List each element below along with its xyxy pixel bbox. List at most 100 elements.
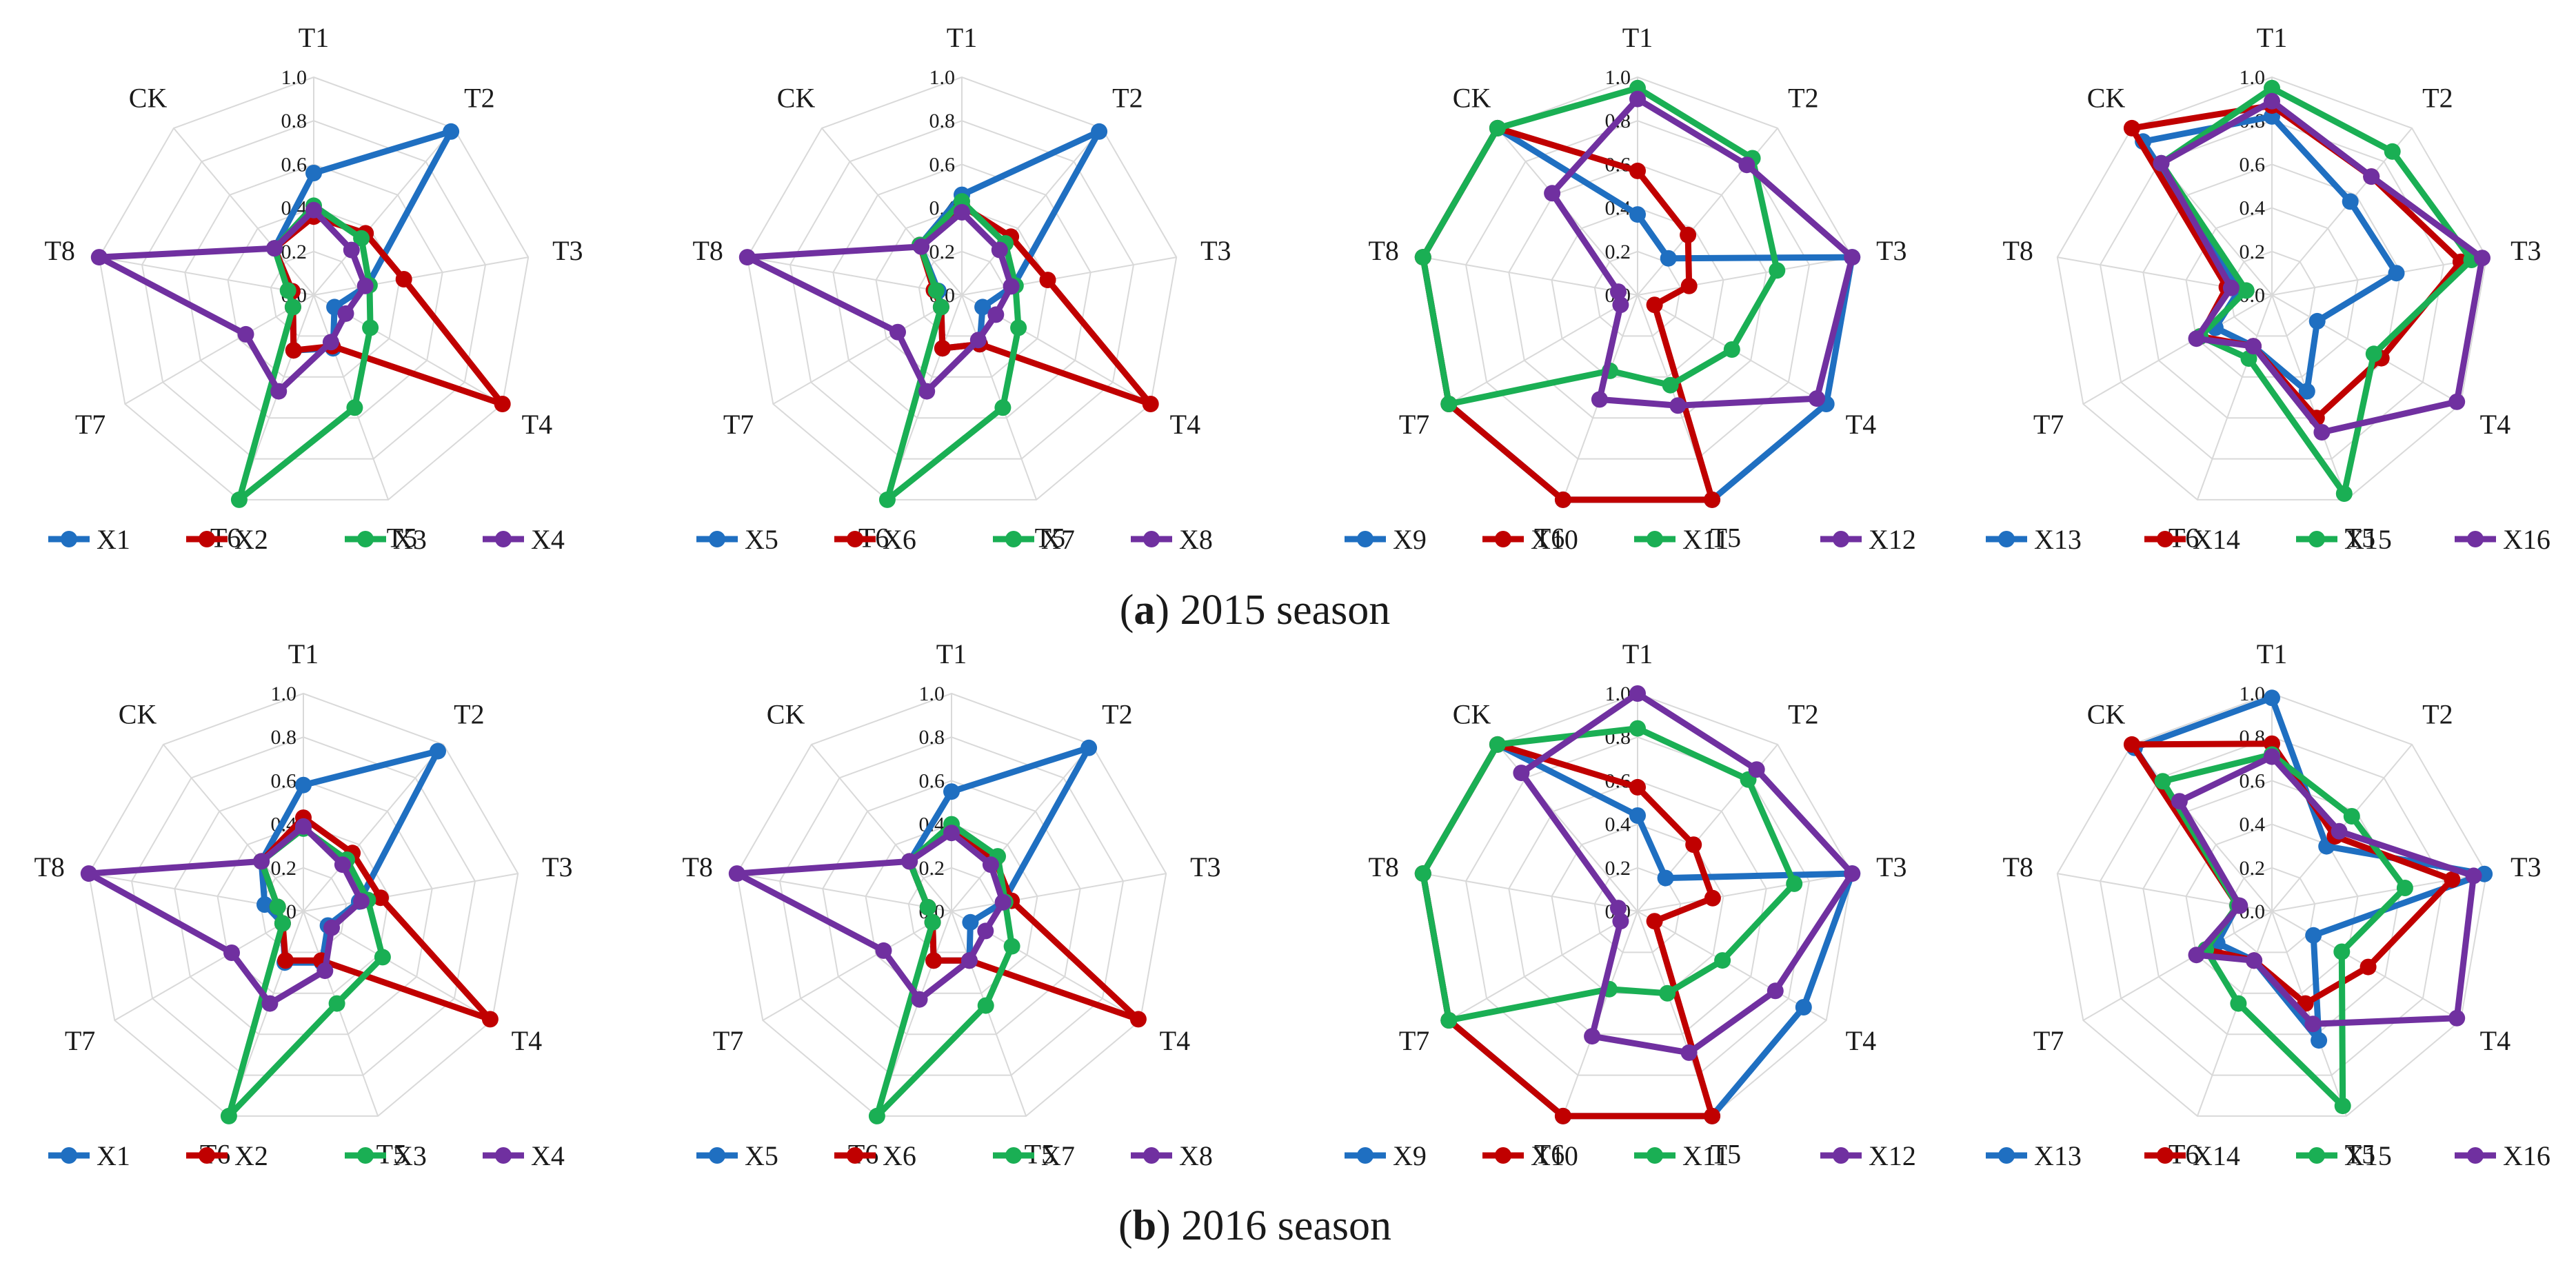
legend-label: X2: [234, 524, 268, 555]
grid-ring: [2185, 207, 2359, 378]
legend-item-X3: X3: [345, 1140, 427, 1171]
series-X12-point: [1767, 982, 1784, 1000]
legend-swatch-marker: [1833, 531, 1849, 547]
series-X3-point: [220, 1107, 237, 1124]
legend-item-X8: X8: [1131, 1140, 1213, 1171]
series-X8-point: [728, 865, 745, 882]
series-X12-line: [1518, 690, 1855, 1056]
axis-spoke: [1422, 873, 1638, 912]
series-X9-point: [1795, 999, 1812, 1016]
series-X4-line: [96, 207, 369, 395]
legend-item-X12: X12: [1820, 1140, 1916, 1171]
legend-item-X16: X16: [2455, 524, 2550, 555]
legend-label: X13: [2034, 1140, 2082, 1171]
series-X12-point: [1591, 391, 1608, 408]
series-X4-point: [322, 334, 339, 351]
grid-ring: [746, 76, 1178, 501]
axis-label-T2: T2: [2422, 699, 2453, 730]
axis-label-T3: T3: [1200, 235, 1231, 266]
series-X8-point: [991, 241, 1008, 259]
tick-label: 0.6: [2240, 153, 2266, 176]
caption-2016-text: 2016 season: [1171, 1202, 1391, 1249]
series-X10-point: [1685, 836, 1702, 853]
tick-label: 0.2: [281, 241, 308, 263]
legend-swatch-marker: [1143, 1147, 1160, 1164]
axis-label-T4: T4: [2480, 409, 2510, 440]
legend-label: X5: [745, 524, 778, 555]
series-X1-point: [430, 742, 446, 760]
legend-swatch-marker: [2308, 531, 2325, 547]
legend-label: X1: [97, 524, 130, 555]
series-X3-point: [362, 319, 379, 336]
axis-label-T3: T3: [1876, 851, 1906, 882]
series-X12-point: [1610, 900, 1627, 917]
series-X10-point: [1680, 226, 1697, 243]
tick-label: 0.8: [929, 110, 956, 132]
series-X16-point: [2245, 338, 2262, 355]
series-X14-point: [2123, 119, 2140, 137]
grid-ring: [1593, 867, 1682, 953]
series-X3-point: [230, 491, 248, 508]
axis-label-T5: T5: [2345, 522, 2375, 553]
series-X12-point: [1844, 865, 1861, 882]
series-X2-point: [285, 342, 302, 359]
series-X2-point: [277, 952, 294, 969]
axis-label-T6: T6: [1534, 1138, 1564, 1169]
legend-item-X16: X16: [2455, 1140, 2550, 1171]
series-X15-point: [2343, 808, 2360, 825]
series-X11-point: [1489, 736, 1506, 753]
axis-label-T3: T3: [542, 851, 572, 882]
legend-item-X1: X1: [48, 1140, 130, 1171]
series-X11-point: [1723, 341, 1740, 358]
series-X12-point: [1844, 249, 1861, 266]
series-X16-point: [2448, 1009, 2466, 1027]
legend-label: X8: [1179, 524, 1213, 555]
series-X16-line: [2176, 754, 2477, 1027]
axis-label-CK: CK: [119, 699, 157, 730]
tick-label: 1.0: [929, 66, 956, 89]
axis-spoke: [961, 128, 1103, 296]
grid-ring: [2056, 76, 2488, 501]
caption-2015-text: 2015 season: [1169, 587, 1390, 634]
series-X13-point: [2308, 312, 2326, 330]
series-X12-point: [1669, 397, 1687, 414]
axis-spoke: [951, 911, 1027, 1117]
axis-spoke: [313, 294, 390, 501]
legend-swatch-marker: [709, 531, 725, 547]
series-X16-point: [2465, 867, 2482, 885]
series-X16-point: [2313, 424, 2331, 441]
legend-label: X13: [2034, 524, 2082, 555]
axis-label-T3: T3: [2510, 235, 2541, 266]
legend-swatch-marker: [1998, 531, 2015, 547]
axis-spoke: [762, 911, 952, 1021]
series-X8-point: [911, 991, 928, 1008]
axis-label-T1: T1: [1622, 638, 1653, 669]
grid-ring: [2142, 163, 2402, 419]
legend-item-X9: X9: [1345, 524, 1427, 555]
series-X11-point: [1662, 376, 1679, 394]
axis-label-T2: T2: [464, 83, 494, 114]
legend-item-X7: X7: [993, 524, 1075, 555]
legend-swatch-marker: [199, 1147, 215, 1164]
axis-spoke: [951, 873, 1167, 912]
axis-label-T1: T1: [299, 22, 329, 53]
series-X9-point: [1629, 206, 1646, 223]
axis-label-CK: CK: [129, 83, 168, 114]
legend-item-X1: X1: [48, 524, 130, 555]
series-X3-line: [236, 202, 374, 503]
legend-swatch-marker: [2467, 1147, 2484, 1164]
series-X4-point: [295, 818, 312, 835]
axis-spoke: [2196, 911, 2273, 1117]
axis-label-T1: T1: [2257, 22, 2287, 53]
legend-item-X8: X8: [1131, 524, 1213, 555]
series-X7-line: [884, 198, 1022, 503]
series-X9-point: [1660, 250, 1677, 267]
legend-label: X7: [1041, 524, 1075, 555]
axis-label-T3: T3: [1190, 851, 1220, 882]
legend-item-X6: X6: [834, 1140, 916, 1171]
series-X13-point: [2388, 265, 2405, 282]
series-X6-point: [934, 340, 951, 357]
tick-label: 0.4: [2240, 814, 2266, 836]
grid-ring: [778, 736, 1125, 1076]
legend-item-X13: X13: [1986, 524, 2082, 555]
